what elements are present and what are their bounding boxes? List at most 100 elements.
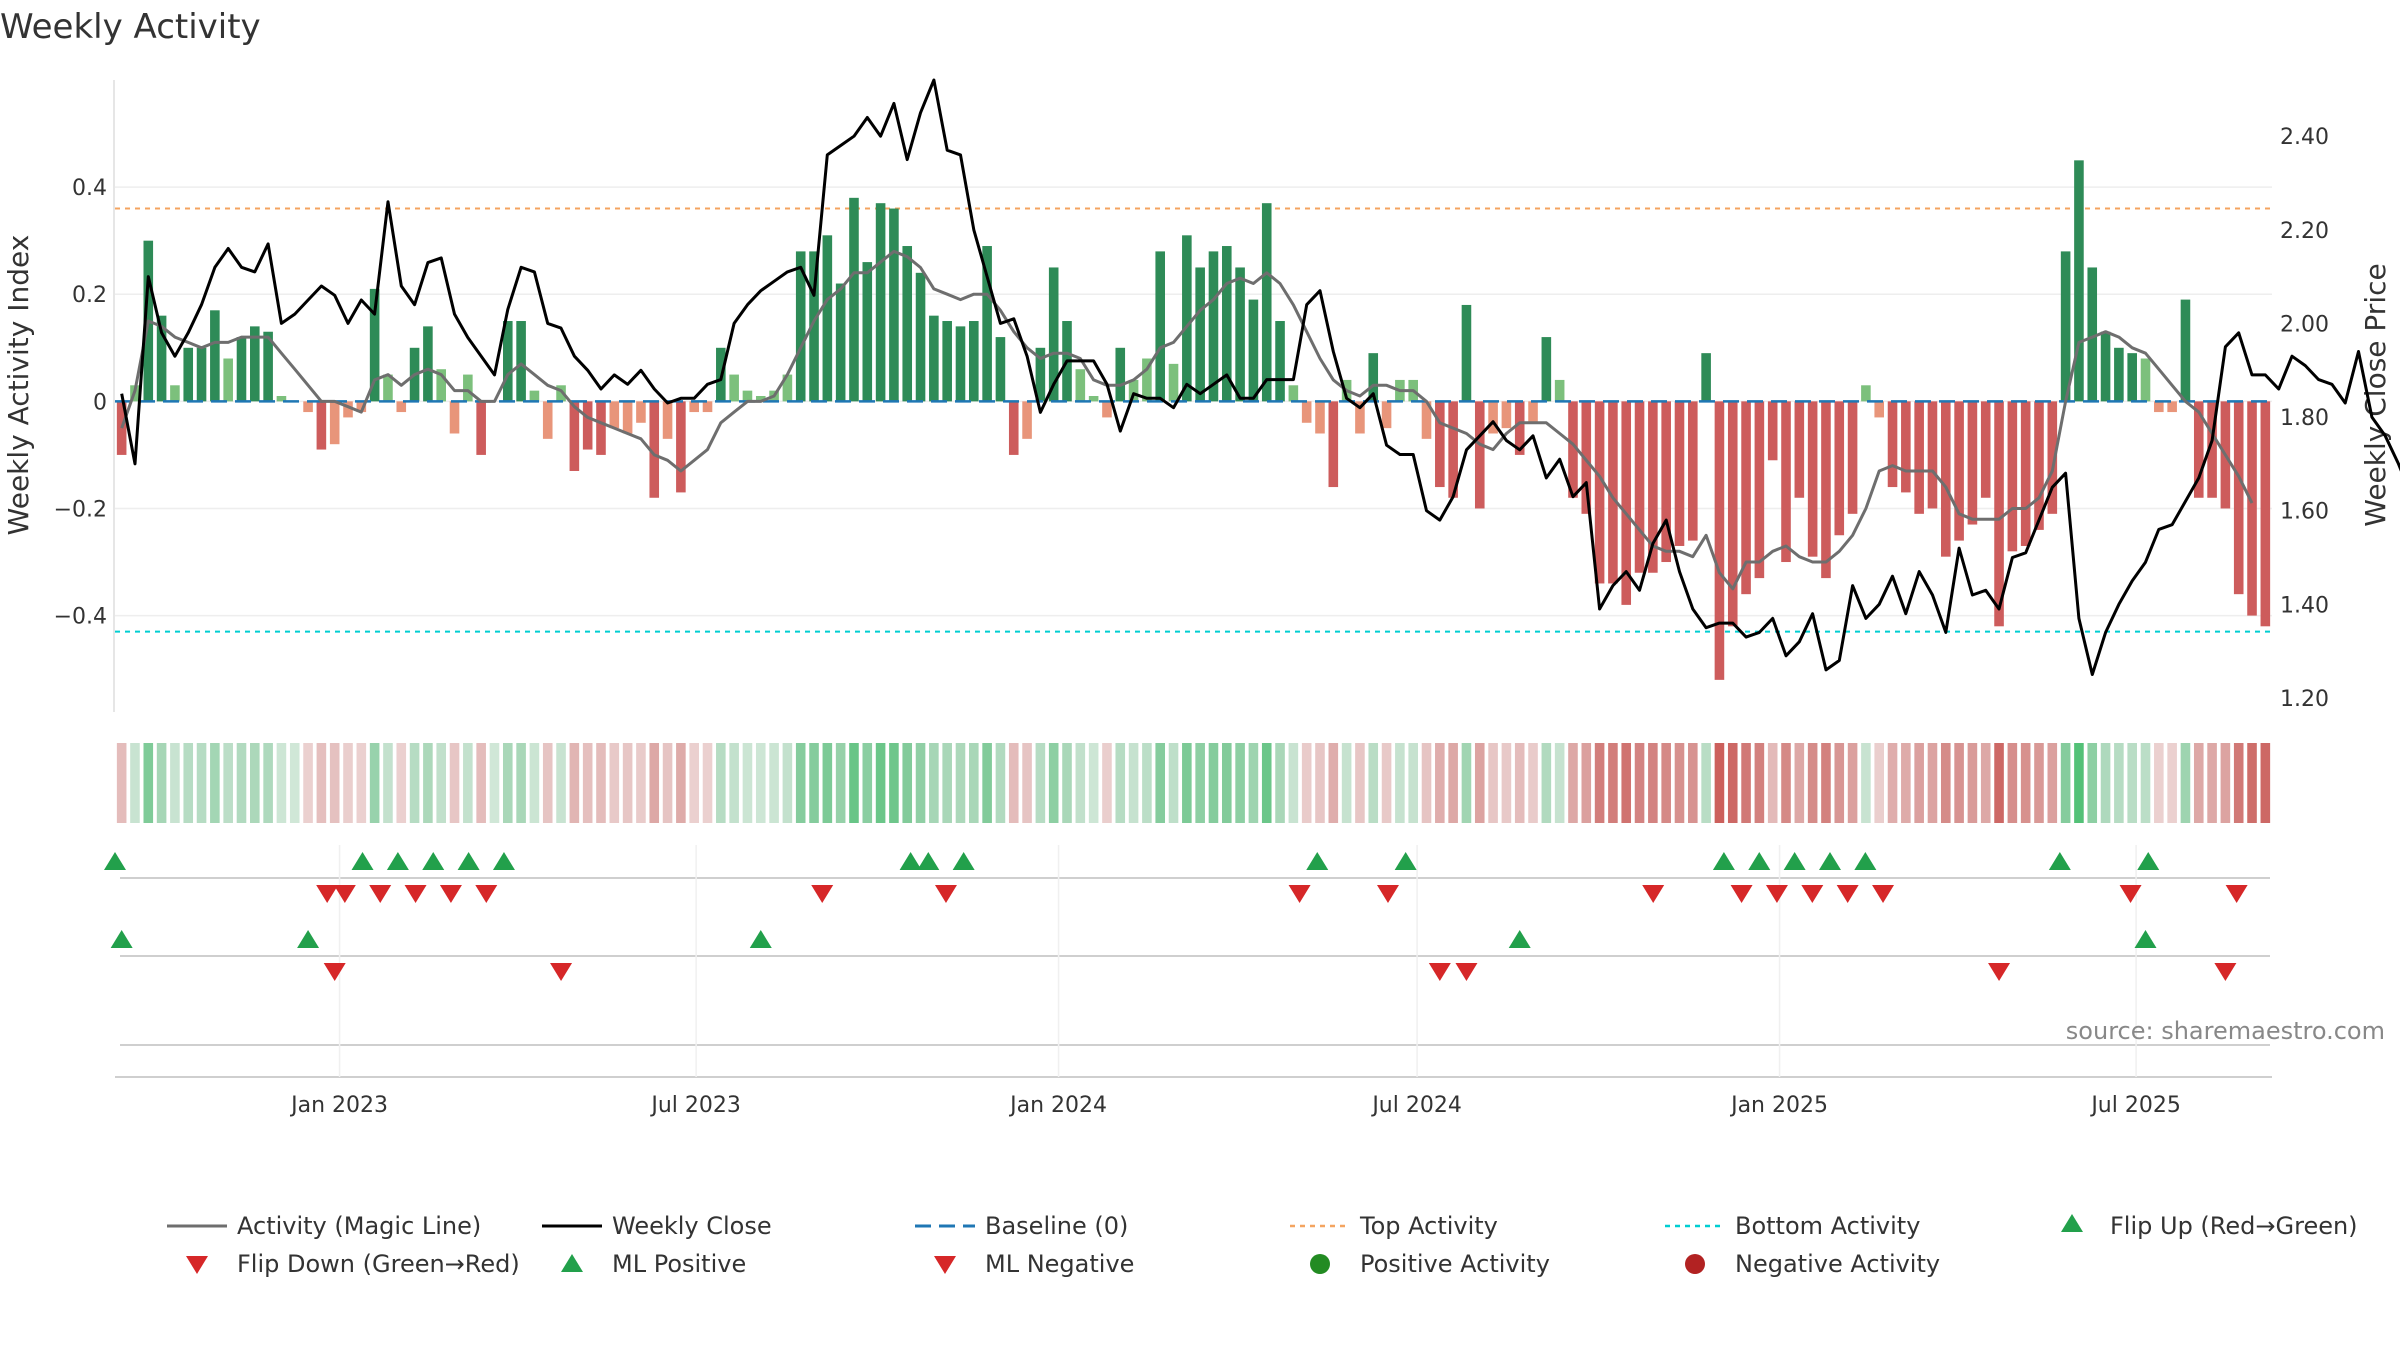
- heat-strip-cell: [1634, 743, 1645, 823]
- activity-bar: [596, 401, 606, 455]
- chart-title: Weekly Activity: [0, 7, 261, 47]
- activity-bar: [1994, 401, 2004, 627]
- activity-bar: [1621, 401, 1632, 605]
- x-axis-ticks: Jan 2023 Jul 2023 Jan 2024 Jul 2024 Jan 2025…: [289, 1093, 2181, 1118]
- activity-bar: [529, 390, 540, 402]
- ml-positive-marker: [1508, 930, 1531, 948]
- y2-axis-ticks: 2.40 2.20 2.00 1.80 1.60 1.40 1.20: [2280, 125, 2329, 712]
- heat-strip-cell: [1355, 743, 1365, 823]
- heat-strip-cell: [289, 743, 300, 823]
- ml-positive-marker: [749, 930, 772, 948]
- activity-bar: [1514, 401, 1525, 455]
- activity-bar: [689, 401, 699, 413]
- heat-strip-cell: [1235, 743, 1245, 823]
- y2-tick-label: 1.40: [2280, 593, 2329, 618]
- activity-bar: [1727, 401, 1738, 627]
- heat-strip-cell: [2260, 743, 2271, 823]
- heat-strip-cell: [542, 743, 553, 823]
- heat-strip-cell: [1328, 743, 1339, 823]
- heat-strip-cell: [769, 743, 779, 823]
- heat-strip-cell: [729, 743, 739, 823]
- heat-strip-cell: [835, 743, 846, 823]
- activity-bar: [2260, 401, 2271, 627]
- activity-bar: [1435, 401, 1445, 488]
- legend-top-activity: Top Activity: [1359, 1212, 1498, 1240]
- activity-bar: [2007, 401, 2018, 552]
- heat-strip-cell: [2193, 743, 2204, 823]
- heat-strip-cell: [1062, 743, 1072, 823]
- activity-bar: [1767, 401, 1778, 461]
- x-tick-label: Jul 2023: [649, 1093, 741, 1118]
- heat-strip-cell: [1661, 743, 1671, 823]
- flip-down-marker: [1765, 885, 1788, 903]
- flip-down-marker: [316, 885, 339, 903]
- heat-strip-cell: [915, 743, 926, 823]
- activity-bar: [516, 321, 526, 402]
- activity-bar: [1328, 401, 1339, 488]
- heat-strip-cell: [2060, 743, 2071, 823]
- heat-strip-cell: [1940, 743, 1951, 823]
- heat-strip-cell: [929, 743, 939, 823]
- x-tick-label: Jan 2023: [289, 1093, 388, 1118]
- heat-strip-cell: [2114, 743, 2124, 823]
- heat-strip-cell: [1994, 743, 2004, 823]
- ml-positive-marker: [110, 930, 133, 948]
- heat-strip-cell: [1474, 743, 1485, 823]
- activity-bar: [1008, 401, 1019, 455]
- heat-strip-cell: [1315, 743, 1325, 823]
- flip-up-marker: [386, 852, 409, 870]
- activity-bar: [156, 315, 167, 402]
- heat-strip-cell: [1381, 743, 1392, 823]
- flip-up-marker: [1818, 852, 1841, 870]
- heat-strip-cell: [1794, 743, 1805, 823]
- activity-bar: [1221, 246, 1232, 402]
- heat-strip-cell: [502, 743, 513, 823]
- flip-down-marker: [1872, 885, 1895, 903]
- legend-flip-up: Flip Up (Red→Green): [2110, 1212, 2358, 1240]
- heat-strip-cell: [1035, 743, 1046, 823]
- activity-bar: [1954, 401, 1964, 541]
- activity-bar: [1741, 401, 1751, 595]
- activity-bars: [116, 160, 2271, 680]
- heat-strip-cell: [369, 743, 380, 823]
- heat-strip-cell: [902, 743, 913, 823]
- heat-strip-cell: [196, 743, 207, 823]
- heat-strip-cell: [529, 743, 540, 823]
- activity-bar: [1634, 401, 1645, 573]
- heat-strip-cell: [2100, 743, 2111, 823]
- heat-strip-cell: [875, 743, 886, 823]
- legend-positive-activity-icon: [1310, 1254, 1330, 1274]
- activity-bar: [223, 358, 233, 402]
- heat-strip-cell: [170, 743, 180, 823]
- activity-bar: [1914, 401, 1924, 514]
- activity-bar: [2034, 401, 2044, 530]
- heat-strip-cell: [1901, 743, 1911, 823]
- heat-strip-cell: [1248, 743, 1259, 823]
- activity-bar: [636, 401, 646, 423]
- activity-bar: [942, 321, 952, 402]
- heat-strip-cell: [795, 743, 806, 823]
- heat-strip-cell: [649, 743, 660, 823]
- activity-bar: [1661, 401, 1671, 563]
- activity-bar: [835, 283, 846, 402]
- flip-down-marker: [1376, 885, 1399, 903]
- activity-bar: [2047, 401, 2058, 514]
- activity-bar: [2127, 353, 2137, 402]
- heat-strip-cell: [889, 743, 899, 823]
- flip-up-marker: [351, 852, 374, 870]
- activity-bar: [1261, 203, 1272, 402]
- heat-strip-cell: [1927, 743, 1938, 823]
- heat-strip-cell: [1182, 743, 1192, 823]
- activity-bar: [1195, 267, 1205, 402]
- flip-up-marker: [917, 852, 940, 870]
- legend-ml-positive: ML Positive: [612, 1250, 746, 1278]
- heat-strip-cell: [556, 743, 566, 823]
- activity-bar: [476, 401, 486, 455]
- activity-bar: [1488, 401, 1498, 434]
- heat-strip-cell: [1395, 743, 1405, 823]
- heat-strip-cell: [1688, 743, 1698, 823]
- activity-bar: [755, 396, 766, 402]
- activity-bar: [569, 401, 580, 471]
- heat-strip-cell: [2154, 743, 2164, 823]
